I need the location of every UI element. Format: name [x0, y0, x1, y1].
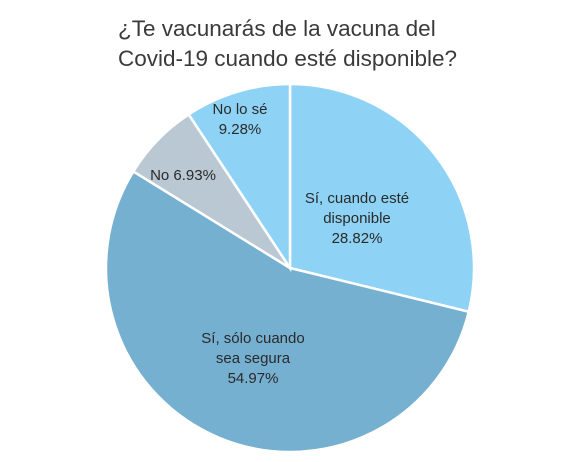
pie-slice-0 [288, 82, 476, 314]
slice-label-1-line-1: sea segura [216, 350, 291, 367]
chart-title-line-1: ¿Te vacunarás de la vacuna del [118, 16, 436, 41]
chart-title-line-2: Covid-19 cuando esté disponible? [118, 46, 457, 71]
slice-label-3-line-0: No lo sé [212, 101, 267, 118]
slice-label-0-line-1: disponible [323, 210, 391, 227]
slice-label-1-line-0: Sí, sólo cuando [201, 330, 304, 347]
slice-label-0-line-0: Sí, cuando esté [305, 190, 409, 207]
slice-label-1: Sí, sólo cuando sea segura 54.97% [201, 330, 304, 387]
slice-label-1-line-2: 54.97% [228, 370, 279, 387]
slice-label-0: Sí, cuando esté disponible 28.82% [305, 190, 409, 247]
slice-label-2-line-0: No 6.93% [150, 167, 216, 184]
slice-label-3-line-1: 9.28% [219, 121, 262, 138]
slice-label-3: No lo sé 9.28% [212, 101, 267, 138]
chart-title: ¿Te vacunarás de la vacuna del Covid-19 … [118, 14, 538, 74]
slice-label-0-line-2: 28.82% [332, 230, 383, 247]
pie-slice-1 [104, 169, 471, 454]
pie-slice-3 [186, 82, 292, 273]
slice-label-2: No 6.93% [150, 167, 216, 184]
